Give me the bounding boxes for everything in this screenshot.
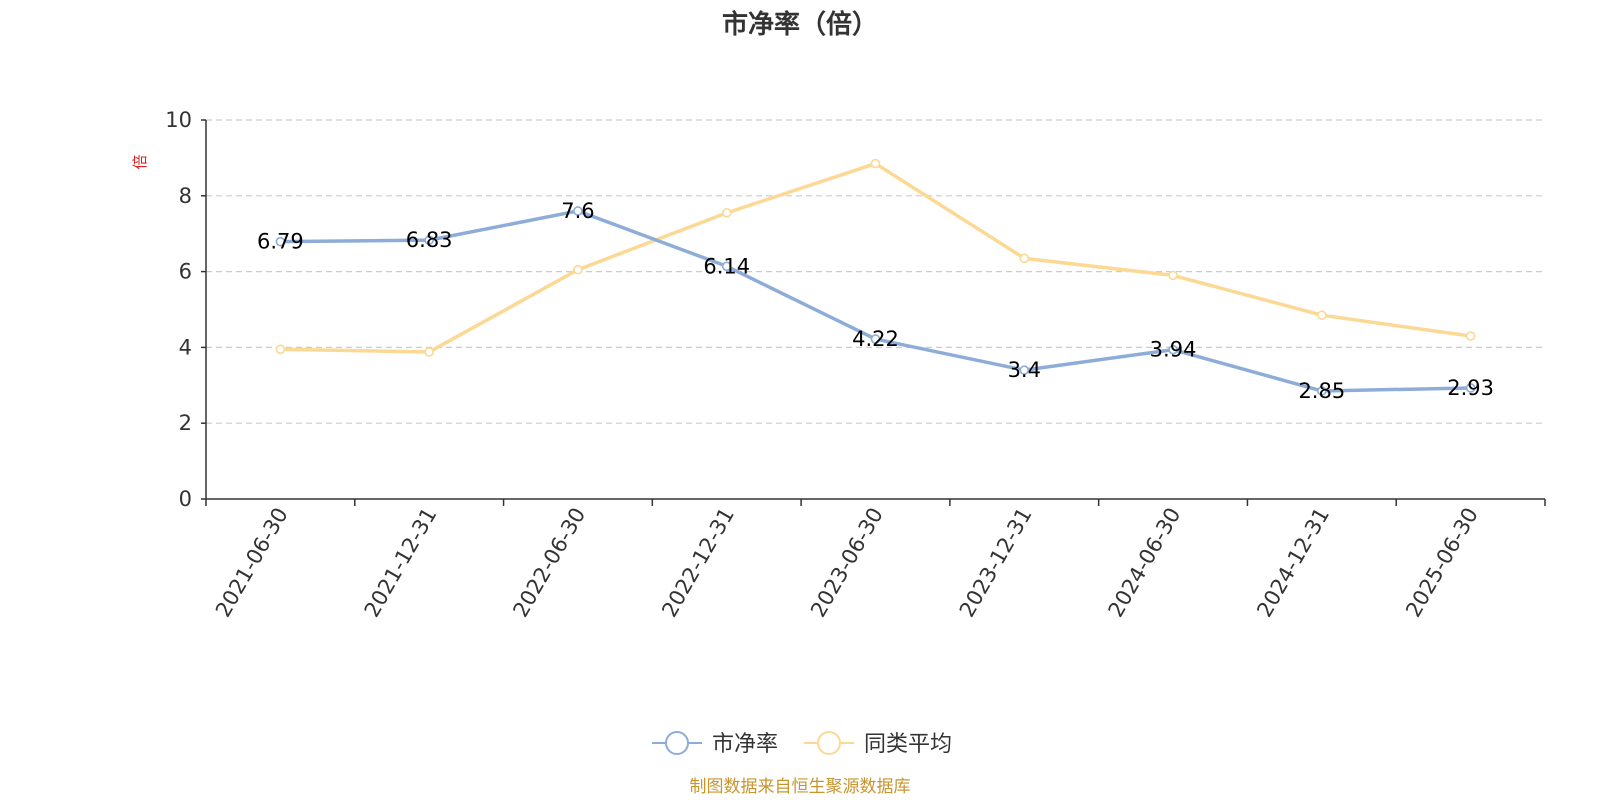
data-point[interactable] (275, 236, 286, 247)
y-tick-label: 10 (165, 108, 192, 132)
data-label: 6.83 (406, 228, 453, 252)
data-label: 3.4 (1008, 358, 1041, 382)
x-tick-label: 2023-06-30 (806, 504, 888, 622)
y-tick-label: 0 (179, 487, 192, 511)
legend-circle-icon (817, 731, 841, 755)
data-point[interactable] (721, 208, 732, 218)
data-point[interactable] (870, 334, 881, 344)
y-tick-label: 8 (179, 184, 192, 208)
data-label: 7.6 (561, 199, 594, 223)
data-point[interactable] (573, 206, 583, 216)
legend-label: 同类平均 (864, 732, 952, 757)
data-label: 3.94 (1150, 338, 1197, 362)
data-point[interactable] (424, 347, 434, 357)
series-line-pb-ratio (278, 209, 1473, 393)
data-point[interactable] (721, 261, 732, 272)
data-point[interactable] (1317, 386, 1327, 396)
legend-label: 市净率 (712, 732, 778, 757)
y-tick-label: 2 (179, 411, 192, 435)
legend-circle-icon (665, 731, 689, 755)
data-point[interactable] (1019, 365, 1030, 375)
data-label: 4.22 (852, 327, 899, 351)
data-label: 6.14 (703, 254, 750, 278)
data-point[interactable] (1019, 253, 1030, 264)
data-point[interactable] (1168, 270, 1178, 281)
y-tick-label: 4 (179, 335, 192, 359)
series-layer (275, 158, 1476, 396)
x-tick-label: 2022-12-31 (657, 504, 739, 622)
legend-item-pb-ratio[interactable]: 市净率 (652, 731, 778, 757)
data-point[interactable] (870, 158, 881, 169)
data-label: 6.79 (257, 230, 304, 254)
legend-item-peer-average[interactable]: 同类平均 (804, 731, 952, 757)
data-point[interactable] (275, 344, 286, 355)
data-label: 2.85 (1298, 379, 1345, 403)
data-label-layer: 6.79 6.83 7.6 6.14 4.22 3.4 3.94 2.85 2.93 (257, 199, 1494, 403)
x-tick-label: 2024-06-30 (1104, 504, 1186, 622)
chart-title: 市净率（倍） (722, 9, 878, 40)
x-tick-label: 2022-06-30 (508, 504, 590, 622)
x-tick-label: 2024-12-31 (1252, 504, 1334, 622)
data-point[interactable] (1317, 310, 1327, 320)
data-point[interactable] (424, 235, 434, 245)
x-tick-label: 2021-12-31 (360, 504, 442, 622)
data-point[interactable] (1465, 331, 1476, 341)
data-point[interactable] (1465, 383, 1476, 393)
data-point[interactable] (573, 264, 583, 275)
axis-layer: 0 2 4 6 8 10 2021-06-30 2021-12-31 2022-06-30 202… (165, 108, 1546, 622)
y-axis-unit-label: 倍 (131, 154, 149, 169)
data-point[interactable] (1168, 344, 1178, 355)
series-line-peer-average (278, 161, 1473, 354)
x-tick-label: 2025-06-30 (1401, 504, 1483, 622)
source-note: 制图数据来自恒生聚源数据库 (690, 777, 911, 797)
x-tick-label: 2021-06-30 (211, 504, 293, 622)
x-tick-label: 2023-12-31 (955, 504, 1037, 622)
legend[interactable]: 市净率 同类平均 (652, 731, 952, 757)
y-tick-label: 6 (179, 260, 192, 284)
data-label: 2.93 (1447, 376, 1494, 400)
